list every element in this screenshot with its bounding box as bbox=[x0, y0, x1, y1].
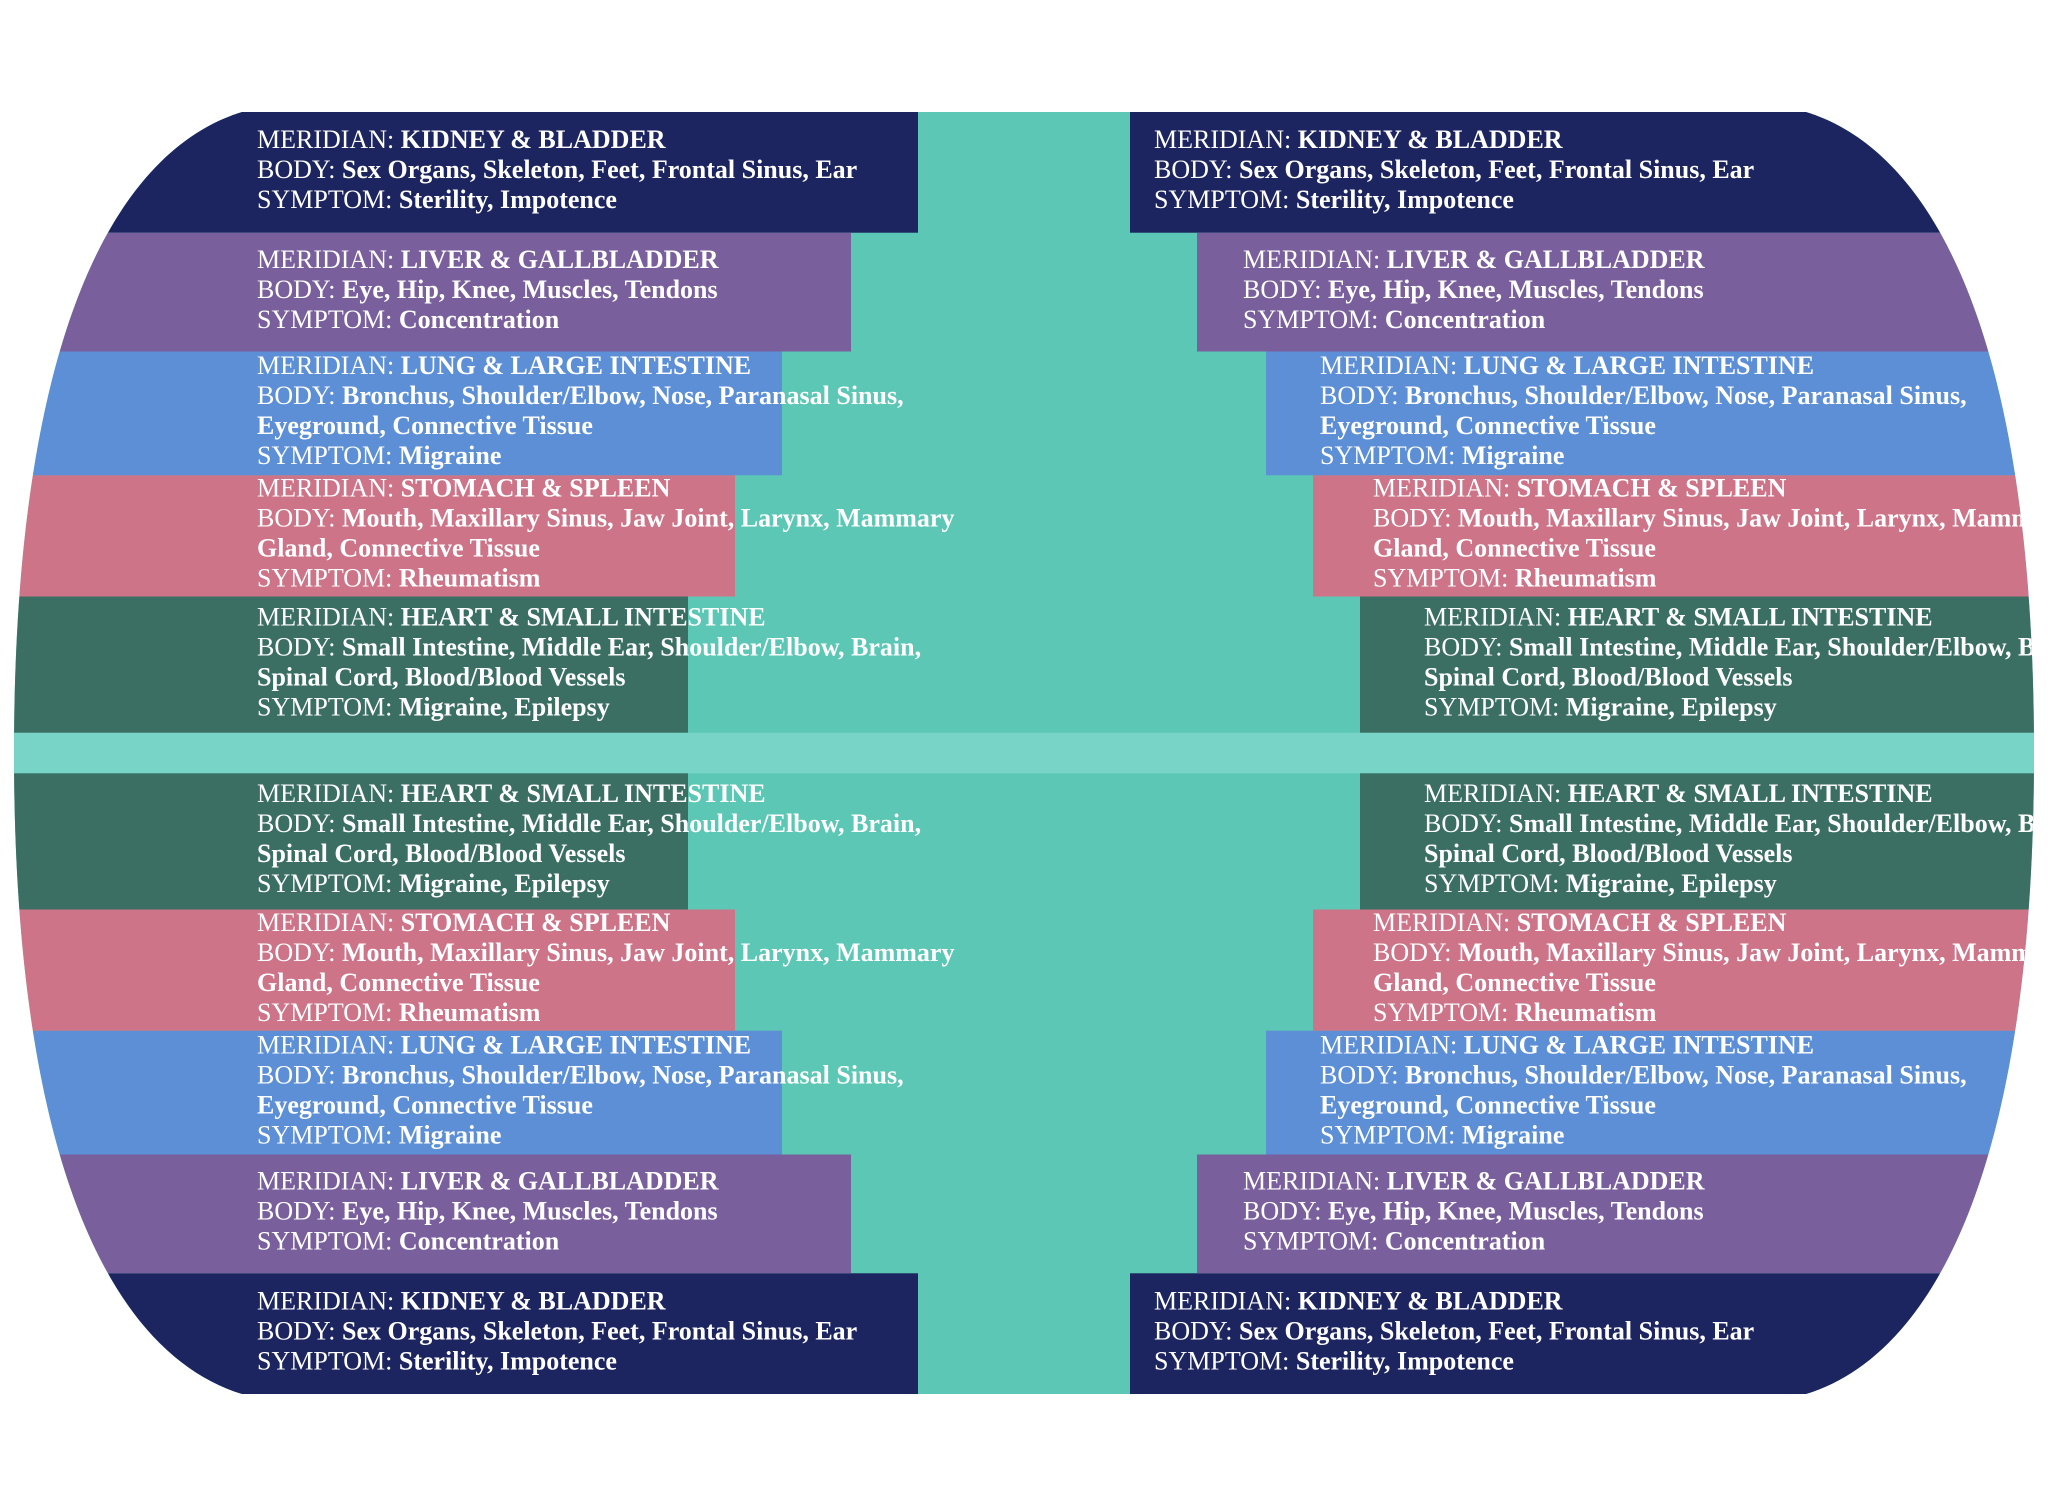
svg-text:MERIDIAN: LUNG & LARGE INTESTI: MERIDIAN: LUNG & LARGE INTESTINE bbox=[257, 1030, 751, 1059]
svg-text:BODY: Mouth, Maxillary Sinus,: BODY: Mouth, Maxillary Sinus, Jaw Joint,… bbox=[257, 504, 954, 533]
svg-text:BODY: Bronchus, Shoulder/Elbow: BODY: Bronchus, Shoulder/Elbow, Nose, Pa… bbox=[1320, 1060, 1967, 1089]
svg-text:SYMPTOM: Migraine: SYMPTOM: Migraine bbox=[1320, 441, 1564, 470]
svg-text:SYMPTOM: Migraine, Epilepsy: SYMPTOM: Migraine, Epilepsy bbox=[1424, 869, 1777, 898]
svg-text:SYMPTOM: Concentration: SYMPTOM: Concentration bbox=[257, 1227, 560, 1256]
svg-text:SYMPTOM: Concentration: SYMPTOM: Concentration bbox=[257, 305, 560, 334]
svg-text:Spinal Cord, Blood/Blood Vesse: Spinal Cord, Blood/Blood Vessels bbox=[1424, 662, 1792, 691]
svg-text:MERIDIAN: STOMACH & SPLEEN: MERIDIAN: STOMACH & SPLEEN bbox=[257, 474, 671, 503]
svg-text:MERIDIAN: HEART & SMALL INTEST: MERIDIAN: HEART & SMALL INTESTINE bbox=[257, 602, 766, 631]
svg-text:MERIDIAN: LIVER & GALLBLADDER: MERIDIAN: LIVER & GALLBLADDER bbox=[1243, 245, 1705, 274]
svg-text:MERIDIAN: LIVER & GALLBLADDER: MERIDIAN: LIVER & GALLBLADDER bbox=[257, 245, 719, 274]
svg-text:Eyeground, Connective Tissue: Eyeground, Connective Tissue bbox=[257, 411, 593, 440]
svg-text:BODY: Mouth, Maxillary Sinus,: BODY: Mouth, Maxillary Sinus, Jaw Joint,… bbox=[1373, 938, 2048, 967]
svg-text:BODY: Bronchus, Shoulder/Elbow: BODY: Bronchus, Shoulder/Elbow, Nose, Pa… bbox=[1320, 381, 1967, 410]
svg-text:BODY: Eye, Hip, Knee, Muscles,: BODY: Eye, Hip, Knee, Muscles, Tendons bbox=[257, 1197, 718, 1226]
svg-text:BODY: Small Intestine, Middle: BODY: Small Intestine, Middle Ear, Shoul… bbox=[1424, 632, 2048, 661]
svg-text:SYMPTOM: Rheumatism: SYMPTOM: Rheumatism bbox=[257, 998, 541, 1027]
svg-text:Gland, Connective Tissue: Gland, Connective Tissue bbox=[1373, 534, 1656, 563]
svg-text:MERIDIAN: LIVER & GALLBLADDER: MERIDIAN: LIVER & GALLBLADDER bbox=[257, 1167, 719, 1196]
svg-text:SYMPTOM: Concentration: SYMPTOM: Concentration bbox=[1243, 1227, 1546, 1256]
svg-text:MERIDIAN: KIDNEY & BLADDER: MERIDIAN: KIDNEY & BLADDER bbox=[257, 125, 666, 154]
svg-text:SYMPTOM: Rheumatism: SYMPTOM: Rheumatism bbox=[257, 564, 541, 593]
svg-text:SYMPTOM: Rheumatism: SYMPTOM: Rheumatism bbox=[1373, 998, 1657, 1027]
svg-text:MERIDIAN: LUNG & LARGE INTESTI: MERIDIAN: LUNG & LARGE INTESTINE bbox=[1320, 1030, 1814, 1059]
svg-text:BODY: Sex Organs, Skeleton, Fe: BODY: Sex Organs, Skeleton, Feet, Fronta… bbox=[257, 155, 857, 184]
svg-text:MERIDIAN: HEART & SMALL INTEST: MERIDIAN: HEART & SMALL INTESTINE bbox=[1424, 602, 1933, 631]
svg-text:Spinal Cord, Blood/Blood Vesse: Spinal Cord, Blood/Blood Vessels bbox=[257, 662, 625, 691]
svg-text:SYMPTOM: Sterility, Impotence: SYMPTOM: Sterility, Impotence bbox=[257, 185, 617, 214]
svg-text:SYMPTOM: Rheumatism: SYMPTOM: Rheumatism bbox=[1373, 564, 1657, 593]
svg-text:Eyeground, Connective Tissue: Eyeground, Connective Tissue bbox=[1320, 1090, 1656, 1119]
svg-text:MERIDIAN: KIDNEY & BLADDER: MERIDIAN: KIDNEY & BLADDER bbox=[257, 1286, 666, 1315]
svg-text:BODY: Sex Organs, Skeleton, Fe: BODY: Sex Organs, Skeleton, Feet, Fronta… bbox=[257, 1316, 857, 1345]
svg-text:MERIDIAN: LUNG & LARGE INTESTI: MERIDIAN: LUNG & LARGE INTESTINE bbox=[257, 351, 751, 380]
svg-text:Gland, Connective Tissue: Gland, Connective Tissue bbox=[257, 534, 540, 563]
svg-text:MERIDIAN: LUNG & LARGE INTESTI: MERIDIAN: LUNG & LARGE INTESTINE bbox=[1320, 351, 1814, 380]
svg-text:SYMPTOM: Sterility, Impotence: SYMPTOM: Sterility, Impotence bbox=[1154, 1346, 1514, 1375]
svg-text:Eyeground, Connective Tissue: Eyeground, Connective Tissue bbox=[257, 1090, 593, 1119]
svg-text:BODY: Small Intestine, Middle: BODY: Small Intestine, Middle Ear, Shoul… bbox=[257, 809, 921, 838]
svg-text:MERIDIAN: KIDNEY & BLADDER: MERIDIAN: KIDNEY & BLADDER bbox=[1154, 1286, 1563, 1315]
svg-text:SYMPTOM: Migraine, Epilepsy: SYMPTOM: Migraine, Epilepsy bbox=[1424, 692, 1777, 721]
svg-text:Gland, Connective Tissue: Gland, Connective Tissue bbox=[1373, 968, 1656, 997]
svg-text:BODY: Sex Organs, Skeleton, Fe: BODY: Sex Organs, Skeleton, Feet, Fronta… bbox=[1154, 1316, 1754, 1345]
svg-text:BODY: Sex Organs, Skeleton, Fe: BODY: Sex Organs, Skeleton, Feet, Fronta… bbox=[1154, 155, 1754, 184]
svg-text:BODY: Eye, Hip, Knee, Muscles,: BODY: Eye, Hip, Knee, Muscles, Tendons bbox=[257, 275, 718, 304]
svg-text:SYMPTOM: Sterility, Impotence: SYMPTOM: Sterility, Impotence bbox=[257, 1346, 617, 1375]
svg-text:MERIDIAN: HEART & SMALL INTEST: MERIDIAN: HEART & SMALL INTESTINE bbox=[257, 779, 766, 808]
svg-text:BODY: Small Intestine, Middle: BODY: Small Intestine, Middle Ear, Shoul… bbox=[257, 632, 921, 661]
svg-text:SYMPTOM: Migraine, Epilepsy: SYMPTOM: Migraine, Epilepsy bbox=[257, 692, 610, 721]
svg-text:BODY: Eye, Hip, Knee, Muscles,: BODY: Eye, Hip, Knee, Muscles, Tendons bbox=[1243, 1197, 1704, 1226]
svg-text:MERIDIAN: LIVER & GALLBLADDER: MERIDIAN: LIVER & GALLBLADDER bbox=[1243, 1167, 1705, 1196]
svg-text:BODY: Bronchus, Shoulder/Elbow: BODY: Bronchus, Shoulder/Elbow, Nose, Pa… bbox=[257, 381, 904, 410]
svg-text:BODY: Eye, Hip, Knee, Muscles,: BODY: Eye, Hip, Knee, Muscles, Tendons bbox=[1243, 275, 1704, 304]
svg-text:Gland, Connective Tissue: Gland, Connective Tissue bbox=[257, 968, 540, 997]
svg-text:Eyeground, Connective Tissue: Eyeground, Connective Tissue bbox=[1320, 411, 1656, 440]
svg-text:Spinal Cord, Blood/Blood Vesse: Spinal Cord, Blood/Blood Vessels bbox=[1424, 839, 1792, 868]
svg-text:BODY: Mouth, Maxillary Sinus,: BODY: Mouth, Maxillary Sinus, Jaw Joint,… bbox=[257, 938, 954, 967]
svg-text:MERIDIAN: KIDNEY & BLADDER: MERIDIAN: KIDNEY & BLADDER bbox=[1154, 125, 1563, 154]
svg-text:Spinal Cord, Blood/Blood Vesse: Spinal Cord, Blood/Blood Vessels bbox=[257, 839, 625, 868]
svg-text:SYMPTOM: Migraine, Epilepsy: SYMPTOM: Migraine, Epilepsy bbox=[257, 869, 610, 898]
svg-text:SYMPTOM: Migraine: SYMPTOM: Migraine bbox=[1320, 1120, 1564, 1149]
svg-text:BODY: Small Intestine, Middle: BODY: Small Intestine, Middle Ear, Shoul… bbox=[1424, 809, 2048, 838]
svg-text:MERIDIAN: HEART & SMALL INTEST: MERIDIAN: HEART & SMALL INTESTINE bbox=[1424, 779, 1933, 808]
svg-text:MERIDIAN: STOMACH & SPLEEN: MERIDIAN: STOMACH & SPLEEN bbox=[257, 908, 671, 937]
svg-text:SYMPTOM: Concentration: SYMPTOM: Concentration bbox=[1243, 305, 1546, 334]
svg-text:MERIDIAN: STOMACH & SPLEEN: MERIDIAN: STOMACH & SPLEEN bbox=[1373, 474, 1787, 503]
svg-text:MERIDIAN: STOMACH & SPLEEN: MERIDIAN: STOMACH & SPLEEN bbox=[1373, 908, 1787, 937]
svg-text:BODY: Mouth, Maxillary Sinus,: BODY: Mouth, Maxillary Sinus, Jaw Joint,… bbox=[1373, 504, 2048, 533]
svg-text:SYMPTOM: Sterility, Impotence: SYMPTOM: Sterility, Impotence bbox=[1154, 185, 1514, 214]
svg-text:SYMPTOM: Migraine: SYMPTOM: Migraine bbox=[257, 441, 501, 470]
svg-text:BODY: Bronchus, Shoulder/Elbow: BODY: Bronchus, Shoulder/Elbow, Nose, Pa… bbox=[257, 1060, 904, 1089]
svg-text:SYMPTOM: Migraine: SYMPTOM: Migraine bbox=[257, 1120, 501, 1149]
